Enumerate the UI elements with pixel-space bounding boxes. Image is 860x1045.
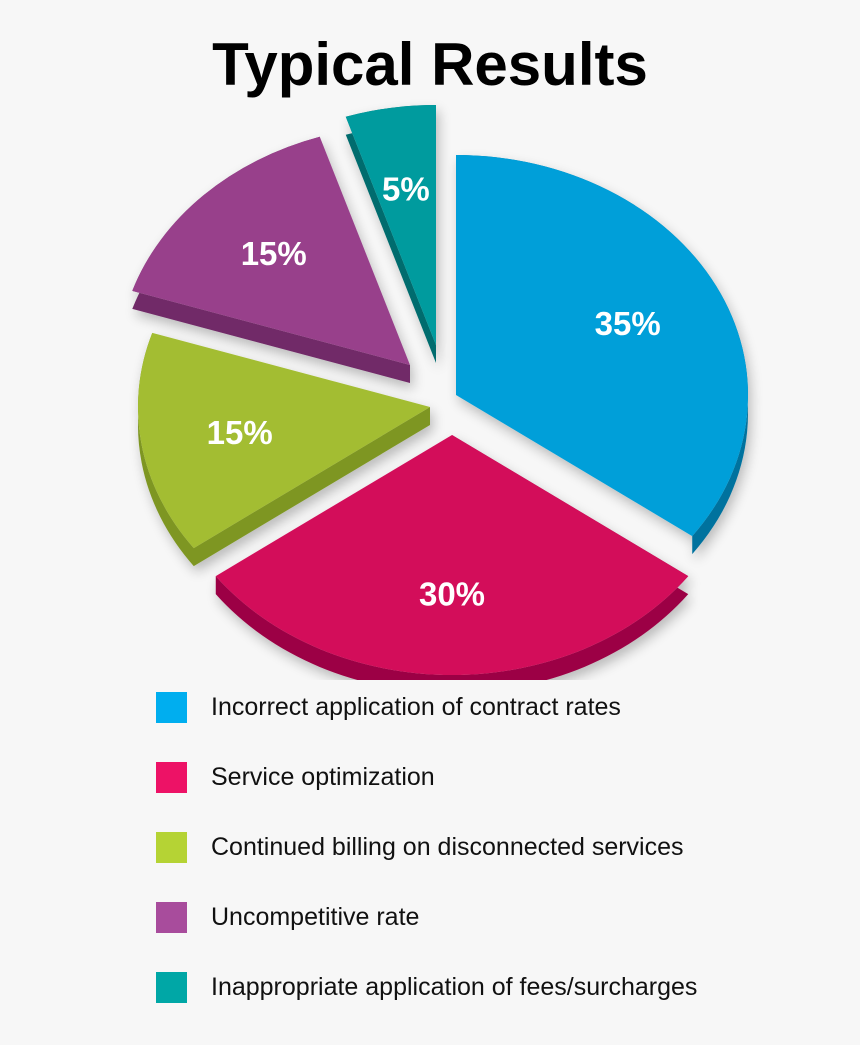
slice-fees-surcharges: 5% (345, 105, 436, 363)
slice-side (345, 105, 436, 363)
slice-percent-label: 35% (595, 305, 661, 342)
legend-item: Incorrect application of contract rates (156, 690, 697, 725)
slice-percent-label: 15% (207, 414, 273, 451)
legend-label: Uncompetitive rate (211, 903, 420, 931)
legend-label: Inappropriate application of fees/surcha… (211, 973, 698, 1001)
legend-item: Service optimization (156, 760, 697, 795)
slice-top (138, 332, 431, 549)
legend-swatch-teal (156, 972, 187, 1003)
legend-swatch-purple (156, 902, 187, 933)
pie-chart: 35% 30% 15% 15% 5% (132, 105, 749, 680)
slice-side (138, 332, 430, 567)
slice-top (345, 105, 436, 345)
legend-swatch-blue (156, 692, 187, 723)
slice-disconnected-services: 15% (138, 332, 431, 567)
legend-item: Continued billing on disconnected servic… (156, 830, 697, 865)
legend-label: Service optimization (211, 763, 435, 791)
chart-title: Typical Results (212, 31, 648, 98)
legend-label: Incorrect application of contract rates (211, 693, 621, 721)
legend-swatch-magenta (156, 762, 187, 793)
legend-item: Inappropriate application of fees/surcha… (156, 970, 697, 1005)
slice-top (215, 435, 689, 676)
legend-swatch-green (156, 832, 187, 863)
slice-side (456, 155, 749, 555)
legend-item: Uncompetitive rate (156, 900, 697, 935)
slice-service-optimization: 30% (215, 435, 689, 680)
slice-percent-label: 5% (382, 171, 430, 208)
slice-percent-label: 15% (241, 235, 307, 272)
slice-top (456, 155, 748, 537)
slice-percent-label: 30% (419, 575, 485, 612)
legend: Incorrect application of contract rates … (156, 690, 697, 1040)
slice-top (132, 136, 410, 365)
legend-label: Continued billing on disconnected servic… (211, 833, 684, 861)
slice-contract-rates: 35% (456, 155, 749, 555)
slice-uncompetitive-rate: 15% (132, 136, 410, 383)
